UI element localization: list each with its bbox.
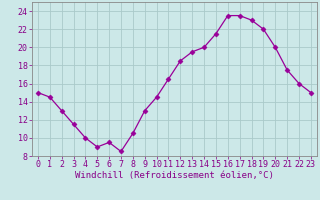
X-axis label: Windchill (Refroidissement éolien,°C): Windchill (Refroidissement éolien,°C): [75, 171, 274, 180]
